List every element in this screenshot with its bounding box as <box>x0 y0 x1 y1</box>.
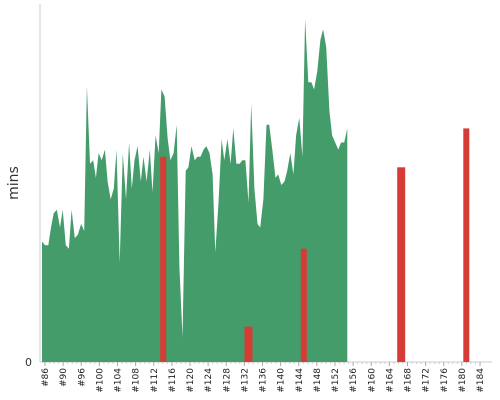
x-tick-label-0: #86 <box>41 368 51 387</box>
failed-build-bar-0 <box>160 156 167 362</box>
x-tick-label-19: #164 <box>385 368 395 393</box>
x-tick-label-18: #160 <box>367 368 377 393</box>
failed-build-bar-2 <box>300 248 307 362</box>
x-tick-label-14: #144 <box>295 368 305 393</box>
failed-build-bar-1 <box>244 326 253 362</box>
x-tick-label-11: #132 <box>240 368 250 393</box>
x-tick-label-4: #104 <box>114 368 124 393</box>
duration-area <box>42 18 348 362</box>
x-tick-label-13: #140 <box>277 368 287 393</box>
y-tick-label-0: 0 <box>25 356 32 369</box>
x-tick-label-1: #90 <box>59 368 69 387</box>
x-tick-label-16: #152 <box>331 368 341 393</box>
x-tick-label-6: #112 <box>150 368 160 393</box>
x-tick-label-5: #108 <box>132 368 142 393</box>
failed-build-bar-3 <box>397 167 406 362</box>
x-tick-label-24: #184 <box>476 368 486 393</box>
x-ticks: #86 #90 #96 #100 #104 #108 #112 #116 #120 #124 #12… <box>41 362 486 393</box>
x-tick-label-10: #128 <box>222 368 232 393</box>
x-tick-label-8: #120 <box>186 368 196 393</box>
x-tick-label-23: #180 <box>458 368 468 393</box>
x-tick-label-7: #116 <box>168 368 178 393</box>
x-tick-label-21: #172 <box>422 368 432 393</box>
failed-build-bar-4 <box>463 128 470 362</box>
area-layer <box>42 18 348 362</box>
y-axis-label: mins <box>6 166 22 200</box>
x-tick-label-2: #96 <box>77 368 87 387</box>
x-tick-label-22: #176 <box>440 368 450 393</box>
x-tick-label-9: #124 <box>204 368 214 393</box>
x-tick-label-15: #148 <box>313 368 323 393</box>
x-tick-label-17: #156 <box>349 368 359 393</box>
x-tick-label-20: #168 <box>404 368 414 393</box>
x-tick-label-12: #136 <box>259 368 269 393</box>
x-tick-label-3: #100 <box>95 368 105 393</box>
failed-builds-layer <box>160 128 470 362</box>
